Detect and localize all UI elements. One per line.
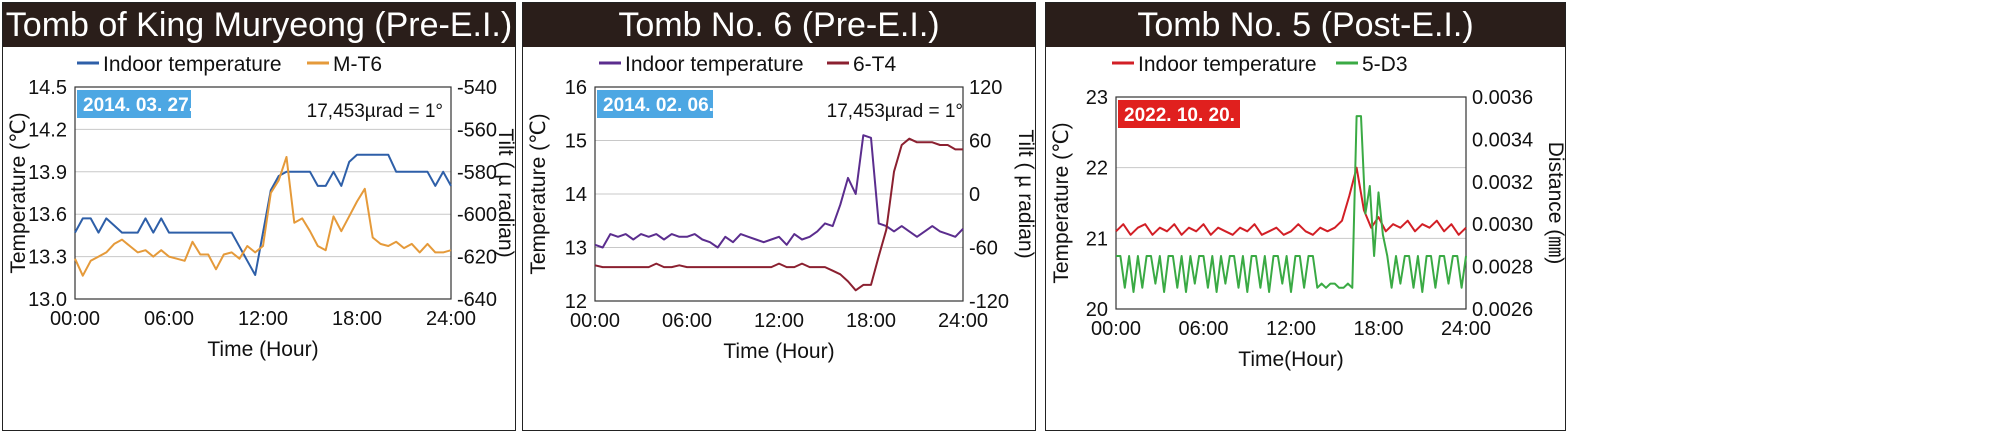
chart-muryeong: Indoor temperature M-T6 13.0 13.3 13.6 13.9 14… (7, 53, 515, 361)
date-badge (597, 90, 713, 118)
y2-tick-label: -600 (457, 204, 497, 226)
x-tick-label: 06:00 (1178, 318, 1228, 340)
panel-title: Tomb No. 5 (Post-E.I.) (1046, 3, 1565, 47)
x-axis-label: Time(Hour) (1238, 348, 1343, 371)
y2-tick-label: -60 (969, 238, 998, 260)
y-axis-label: Temperature (℃) (7, 112, 30, 273)
y-tick-label: 22 (1086, 158, 1108, 180)
panel-title: Tomb No. 6 (Pre-E.I.) (523, 3, 1035, 47)
y2-tick-label: 0.0026 (1472, 299, 1533, 321)
y2-axis-label: Tilt ( µ radian) (1014, 129, 1035, 258)
y-tick-label: 16 (565, 77, 587, 99)
y2-tick-label: -540 (457, 77, 497, 99)
plot-frame (1115, 96, 1467, 310)
series-line (594, 137, 963, 292)
y2-tick-label: -120 (969, 291, 1009, 313)
x-tick-label: 06:00 (144, 308, 194, 330)
date-label: 2022. 10. 20. (1124, 105, 1235, 126)
x-axis-label: Time (Hour) (207, 338, 318, 361)
chart-panel-tomb6: Tomb No. 6 (Pre-E.I.) Indoor temperature… (522, 2, 1036, 431)
y2-tick-label: 0.0034 (1472, 129, 1533, 151)
y-tick-label: 13.3 (28, 247, 67, 269)
x-tick-label: 06:00 (662, 310, 712, 332)
chart-panel-tomb5: Tomb No. 5 (Post-E.I.) Indoor temperatur… (1045, 2, 1566, 431)
y-axis-label: Temperature (℃) (527, 113, 550, 274)
y-tick-label: 21 (1086, 228, 1108, 250)
x-tick-label: 18:00 (1353, 318, 1403, 340)
y2-tick-label: 0.0030 (1472, 214, 1533, 236)
y-tick-label: 20 (1086, 299, 1108, 321)
series-line (74, 156, 452, 277)
y2-tick-label: -620 (457, 247, 497, 269)
series-line (74, 153, 452, 276)
legend-label: 6-T4 (853, 53, 897, 76)
y-tick-label: 14.2 (28, 119, 67, 141)
series-line (594, 134, 964, 249)
x-tick-label: 24:00 (426, 308, 476, 330)
y2-axis-label: Tilt ( µ radian) (494, 128, 515, 257)
x-tick-label: 12:00 (238, 308, 288, 330)
panel-title: Tomb of King Muryeong (Pre-E.I.) (3, 3, 515, 47)
legend-label: Indoor temperature (103, 53, 282, 76)
legend-label: Indoor temperature (625, 53, 804, 76)
y2-tick-label: 0.0028 (1472, 257, 1533, 279)
x-tick-label: 12:00 (1266, 318, 1316, 340)
x-tick-label: 24:00 (1441, 318, 1491, 340)
x-tick-label: 18:00 (846, 310, 896, 332)
y2-tick-label: -560 (457, 119, 497, 141)
legend-label: M-T6 (333, 53, 382, 76)
scale-annotation: 17,453µrad = 1° (307, 101, 443, 122)
y-tick-label: 23 (1086, 87, 1108, 109)
x-tick-label: 00:00 (1091, 318, 1141, 340)
x-tick-label: 00:00 (570, 310, 620, 332)
series-line (1116, 115, 1467, 293)
series-line (1115, 166, 1467, 236)
chart-tomb5: Indoor temperature 5-D3 20 21 22 23 0.0026 0.00… (1050, 53, 1565, 371)
legend-label: 5-D3 (1362, 53, 1408, 76)
y2-tick-label: 0.0036 (1472, 87, 1533, 109)
y-axis-label: Temperature (℃) (1050, 122, 1073, 283)
date-badge (77, 90, 191, 118)
chart-tomb6: Indoor temperature 6-T4 12 13 14 15 16 -120 -60 0… (527, 53, 1035, 363)
y-tick-label: 15 (565, 131, 587, 153)
scale-annotation: 17,453µrad = 1° (827, 101, 963, 122)
date-label: 2014. 03. 27. (83, 95, 194, 116)
plot-frame (74, 86, 452, 300)
y-tick-label: 13.6 (28, 204, 67, 226)
y2-axis-label: Distance (㎜) (1544, 142, 1565, 265)
y-tick-label: 13.0 (28, 289, 67, 311)
plot-frame (594, 86, 964, 302)
y2-tick-label: 0 (969, 184, 980, 206)
y-tick-label: 13 (565, 238, 587, 260)
x-tick-label: 24:00 (938, 310, 988, 332)
y2-tick-label: 120 (969, 77, 1002, 99)
x-tick-label: 12:00 (754, 310, 804, 332)
x-tick-label: 18:00 (332, 308, 382, 330)
x-tick-label: 00:00 (50, 308, 100, 330)
y-tick-label: 13.9 (28, 162, 67, 184)
y-tick-label: 12 (565, 291, 587, 313)
y2-tick-label: 0.0032 (1472, 172, 1533, 194)
chart-panel-muryeong: Tomb of King Muryeong (Pre-E.I.) Indoor … (2, 2, 516, 431)
y2-tick-label: -580 (457, 162, 497, 184)
legend-label: Indoor temperature (1138, 53, 1317, 76)
y2-tick-label: 60 (969, 131, 991, 153)
x-axis-label: Time (Hour) (723, 340, 834, 363)
date-label: 2014. 02. 06. (603, 95, 714, 116)
y-tick-label: 14 (565, 184, 587, 206)
y2-tick-label: -640 (457, 289, 497, 311)
date-badge (1118, 100, 1240, 128)
y-tick-label: 14.5 (28, 77, 67, 99)
